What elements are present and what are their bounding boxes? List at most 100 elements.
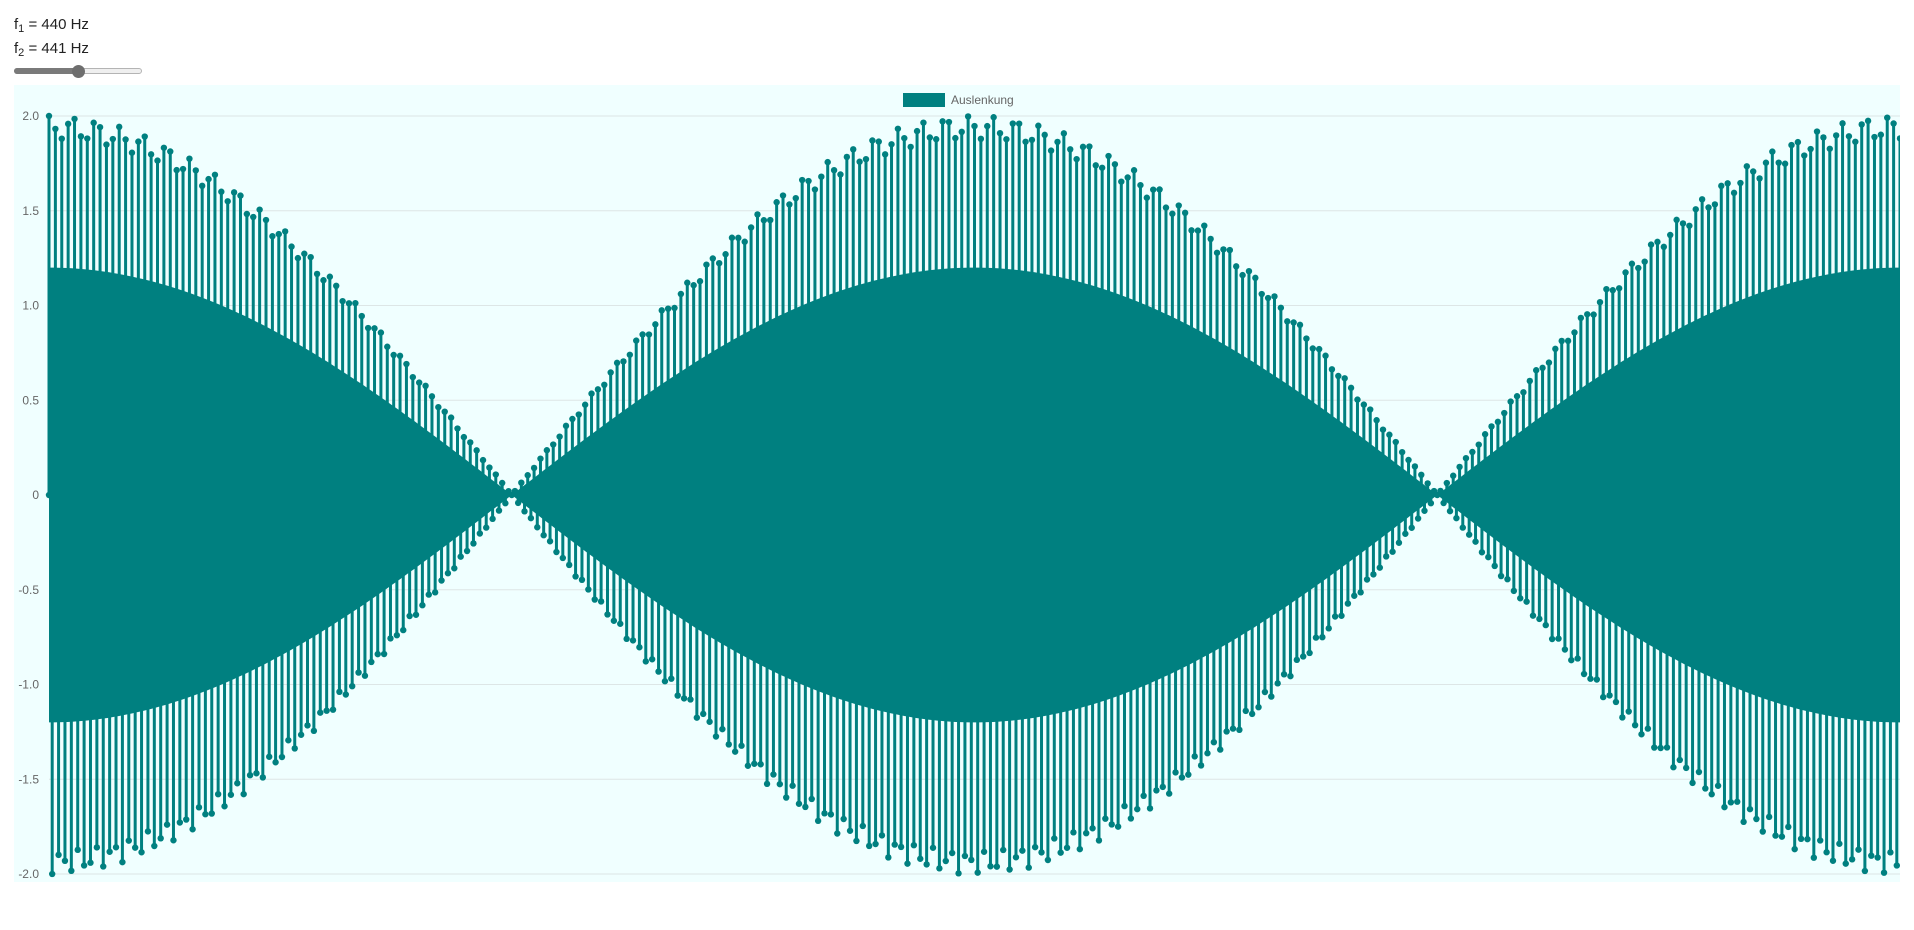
data-point	[846, 827, 854, 834]
data-point	[1762, 159, 1770, 166]
data-point	[907, 143, 914, 151]
data-point	[1593, 676, 1601, 683]
data-point	[556, 433, 563, 440]
data-point	[569, 415, 576, 423]
data-point	[687, 696, 694, 703]
data-point	[205, 175, 212, 183]
data-point	[195, 804, 203, 811]
data-point	[192, 167, 200, 174]
data-point	[1344, 600, 1352, 607]
data-point	[1421, 507, 1428, 514]
data-point	[1105, 152, 1112, 160]
data-point	[131, 844, 139, 851]
data-point	[1172, 769, 1179, 776]
data-point	[1338, 612, 1345, 619]
data-point	[1705, 204, 1712, 211]
data-point	[1884, 114, 1891, 121]
data-point	[183, 816, 190, 823]
data-point	[741, 238, 748, 245]
data-point	[700, 710, 707, 718]
data-point	[1000, 846, 1007, 854]
data-point	[116, 123, 123, 131]
data-point	[1140, 792, 1147, 800]
data-point	[575, 411, 582, 418]
data-point	[1785, 823, 1792, 831]
y-tick-label: -1.0	[18, 678, 39, 692]
data-point	[1210, 738, 1218, 746]
data-point	[1446, 507, 1454, 515]
data-point	[792, 194, 799, 202]
data-point	[910, 841, 918, 849]
data-point	[843, 153, 851, 161]
data-point	[1507, 398, 1514, 405]
data-point	[1252, 274, 1259, 282]
slider-thumb[interactable]	[72, 65, 85, 78]
data-point	[1552, 345, 1559, 353]
y-tick-label: 1.5	[22, 204, 39, 218]
data-point	[317, 709, 324, 716]
data-point	[447, 414, 455, 421]
data-point	[1893, 862, 1901, 869]
data-point	[1577, 314, 1585, 322]
data-point	[1277, 304, 1285, 311]
data-point	[333, 282, 340, 290]
data-point	[1868, 852, 1875, 859]
data-point	[301, 250, 308, 257]
data-point	[591, 596, 598, 603]
data-point	[234, 780, 241, 787]
data-point	[313, 270, 321, 278]
data-point	[135, 138, 142, 145]
y-tick-label: -0.5	[18, 583, 39, 597]
data-point	[594, 386, 602, 393]
data-point	[425, 591, 432, 598]
data-point	[1274, 680, 1281, 687]
data-point	[1749, 168, 1757, 175]
data-point	[1341, 375, 1348, 382]
f1-subscript: 1	[18, 23, 25, 35]
data-point	[1382, 553, 1390, 560]
data-point	[1098, 164, 1106, 171]
data-point	[1504, 575, 1511, 583]
data-point	[1469, 448, 1476, 456]
data-point	[1890, 120, 1897, 127]
data-point	[731, 748, 739, 755]
data-point	[757, 761, 764, 768]
data-point	[1711, 201, 1719, 208]
data-point	[1070, 829, 1077, 836]
data-point	[623, 635, 630, 643]
data-point	[189, 826, 196, 833]
data-point	[151, 842, 158, 850]
legend-swatch	[903, 93, 945, 107]
data-point	[514, 499, 522, 507]
data-point	[1858, 121, 1865, 128]
data-point	[1003, 136, 1010, 143]
data-point	[1609, 287, 1616, 294]
data-point	[467, 439, 474, 446]
data-point	[96, 123, 104, 131]
data-point	[1753, 815, 1760, 823]
data-point	[521, 508, 528, 515]
data-point	[438, 577, 445, 584]
data-point	[393, 632, 401, 639]
data-point	[451, 565, 458, 572]
data-point	[923, 861, 930, 868]
data-point	[364, 324, 372, 332]
data-point	[358, 312, 365, 320]
data-point	[1076, 845, 1084, 853]
frequency-slider[interactable]	[14, 65, 142, 78]
data-point	[1124, 174, 1131, 181]
f2-symbol: f	[14, 40, 19, 57]
data-point	[1143, 194, 1151, 201]
data-point	[830, 166, 838, 174]
data-point	[1558, 337, 1565, 345]
data-point	[929, 844, 937, 851]
data-point	[1287, 672, 1294, 680]
data-point	[1127, 815, 1135, 822]
data-point	[1759, 828, 1766, 835]
data-point	[550, 441, 557, 448]
data-point	[1245, 267, 1253, 275]
data-point	[776, 780, 784, 788]
data-point	[1542, 621, 1549, 629]
data-point	[1817, 837, 1824, 844]
data-point	[1644, 725, 1652, 732]
